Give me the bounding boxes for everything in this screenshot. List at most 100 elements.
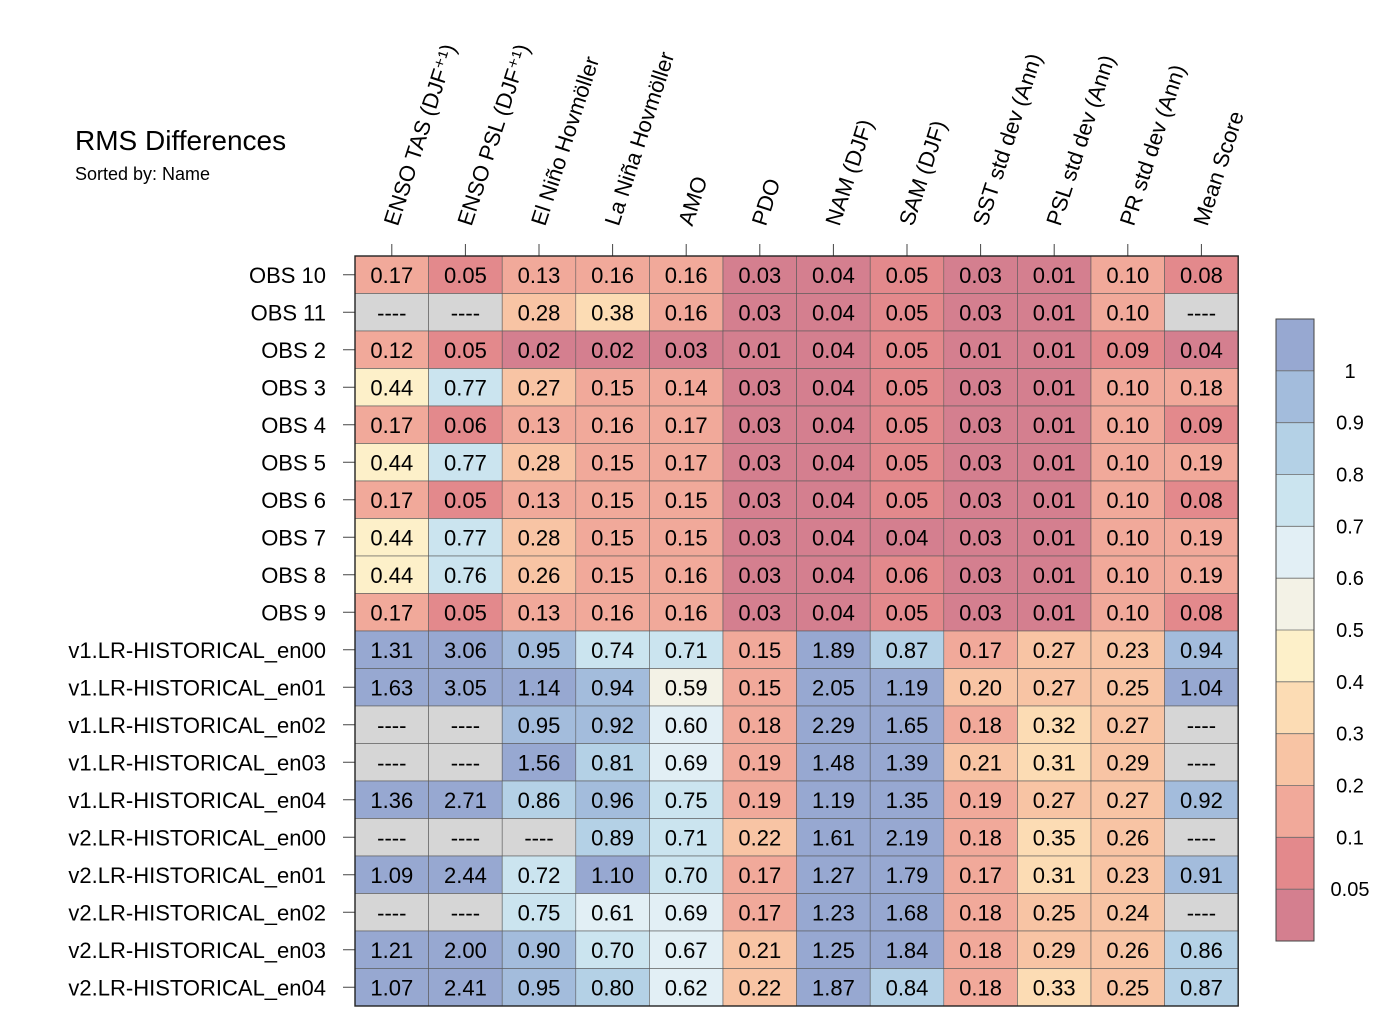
heatmap-cells: 0.17 0.05 0.13 0.16 0.16 0.03 0.04 0.05 0.03 0.01… — [354, 255, 1239, 1007]
heatmap-cell — [575, 930, 650, 969]
cell-value-label: 0.05 — [886, 263, 929, 288]
cell-value-label: 0.03 — [959, 375, 1002, 400]
cell-value-label: 0.03 — [959, 413, 1002, 438]
cell-value-label: 0.03 — [738, 263, 781, 288]
cell-value-label: 0.03 — [738, 413, 781, 438]
heatmap-cell — [869, 330, 945, 369]
cell-value-label: 0.74 — [591, 638, 634, 663]
row-label: OBS 2 — [261, 338, 326, 363]
cell-value-label: 0.15 — [738, 638, 781, 663]
cell-value-label: 0.38 — [591, 300, 634, 325]
cell-value-label: 0.95 — [518, 638, 561, 663]
cell-value-label: 0.70 — [665, 863, 708, 888]
heatmap-cell — [796, 630, 871, 669]
cell-value-label: 0.03 — [738, 488, 781, 513]
cell-value-label: 0.19 — [738, 750, 781, 775]
cell-value-label: 0.92 — [591, 713, 634, 738]
cell-value-label: 1.23 — [812, 900, 855, 925]
heatmap-cell — [501, 930, 577, 969]
cell-value-label: 0.70 — [591, 938, 634, 963]
heatmap-cell — [1017, 405, 1092, 444]
column-label: El Niño Hovmöller — [526, 53, 604, 228]
heatmap-cell — [575, 368, 650, 407]
cell-value-label: 0.08 — [1180, 263, 1223, 288]
heatmap-cell — [1090, 443, 1165, 482]
heatmap-cell — [575, 743, 650, 782]
colorbar-tick-label: 0.7 — [1336, 516, 1364, 538]
row-label: v1.LR-HISTORICAL_en02 — [68, 713, 326, 738]
heatmap-cell — [722, 818, 797, 857]
cell-value-label: 0.18 — [738, 713, 781, 738]
cell-value-label: 0.32 — [1033, 713, 1076, 738]
heatmap-cell — [943, 705, 1018, 744]
row-label: v2.LR-HISTORICAL_en03 — [68, 938, 326, 963]
heatmap-cell — [1090, 743, 1165, 782]
cell-value-label: ---- — [451, 713, 480, 738]
cell-value-label: 0.10 — [1106, 263, 1149, 288]
heatmap-cell — [796, 968, 871, 1007]
heatmap-cell — [1164, 630, 1239, 669]
cell-value-label: 1.48 — [812, 750, 855, 775]
heatmap-cell — [1164, 855, 1239, 894]
cell-value-label: 0.18 — [959, 900, 1002, 925]
cell-value-label: 0.17 — [665, 413, 708, 438]
heatmap-cell — [1164, 968, 1239, 1007]
heatmap-cell — [796, 330, 871, 369]
heatmap-cell — [1017, 855, 1092, 894]
heatmap-cell — [722, 743, 797, 782]
cell-value-label: 1.87 — [812, 975, 855, 1000]
cell-value-label: 2.29 — [812, 713, 855, 738]
heatmap-cell — [1090, 330, 1165, 369]
heatmap-cell — [1164, 443, 1239, 482]
heatmap-cell — [796, 518, 871, 557]
heatmap-cell — [1164, 368, 1239, 407]
heatmap-cell — [428, 480, 503, 519]
cell-value-label: 0.17 — [738, 900, 781, 925]
heatmap-cell — [649, 518, 724, 557]
cell-value-label: 0.01 — [738, 338, 781, 363]
cell-value-label: 0.17 — [370, 488, 413, 513]
heatmap-cell — [1164, 743, 1239, 782]
row-label: v2.LR-HISTORICAL_en00 — [68, 825, 326, 850]
cell-value-label: 0.15 — [665, 488, 708, 513]
cell-value-label: 0.27 — [1106, 713, 1149, 738]
cell-value-label: 0.44 — [370, 563, 413, 588]
heatmap-cell — [649, 743, 724, 782]
cell-value-label: 0.06 — [444, 413, 487, 438]
cell-value-label: 2.00 — [444, 938, 487, 963]
heatmap-cell — [649, 893, 724, 932]
cell-value-label: 1.07 — [370, 975, 413, 1000]
heatmap-cell — [1164, 330, 1239, 369]
grid-border — [354, 255, 1239, 1007]
heatmap-cell — [722, 443, 797, 482]
cell-value-label: 0.27 — [1033, 675, 1076, 700]
heatmap-cell — [428, 930, 503, 969]
cell-value-label: 0.16 — [591, 263, 634, 288]
cell-value-label: 0.15 — [591, 525, 634, 550]
cell-value-label: 0.10 — [1106, 488, 1149, 513]
cell-value-label: 0.05 — [886, 338, 929, 363]
heatmap-cell — [428, 330, 503, 369]
cell-value-label: 0.04 — [812, 338, 855, 363]
row-label: v1.LR-HISTORICAL_en03 — [68, 750, 326, 775]
cell-value-label: 1.56 — [518, 750, 561, 775]
heatmap-cell — [943, 443, 1018, 482]
heatmap-cell — [869, 780, 945, 819]
heatmap-cell — [354, 780, 429, 819]
cell-value-label: 0.12 — [370, 338, 413, 363]
heatmap-cell — [722, 705, 797, 744]
cell-value-label: 0.16 — [665, 600, 708, 625]
cell-value-label: 0.75 — [665, 788, 708, 813]
cell-value-label: 0.29 — [1033, 938, 1076, 963]
cell-value-label: 0.05 — [444, 488, 487, 513]
heatmap-cell — [869, 255, 945, 294]
cell-value-label: 0.15 — [738, 675, 781, 700]
cell-value-label: 0.27 — [518, 375, 561, 400]
cell-value-label: 0.19 — [1180, 525, 1223, 550]
colorbar-segment — [1276, 889, 1314, 941]
cell-value-label: 0.81 — [591, 750, 634, 775]
cell-value-label: 0.13 — [518, 600, 561, 625]
cell-value-label: 0.25 — [1106, 975, 1149, 1000]
colorbar-border — [1275, 318, 1315, 942]
cell-value-label: 0.16 — [665, 263, 708, 288]
